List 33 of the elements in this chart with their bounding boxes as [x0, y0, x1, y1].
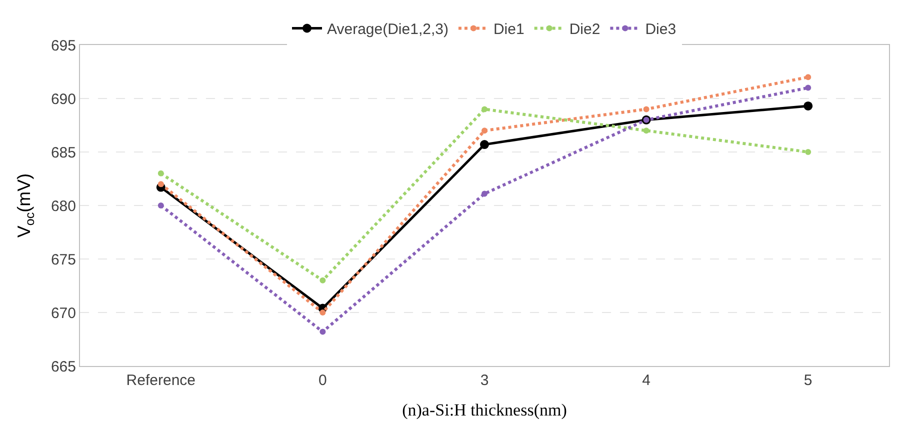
x-tick-label: 3: [480, 372, 489, 389]
point: [320, 328, 326, 335]
point: [480, 140, 489, 150]
point: [158, 181, 164, 188]
x-tick-label: 5: [804, 372, 812, 389]
y-tick-label: 690: [50, 90, 76, 108]
legend-label: Die3: [645, 21, 676, 38]
point: [158, 170, 164, 176]
point: [643, 106, 650, 112]
y-tick-label: 695: [50, 37, 76, 54]
point: [805, 74, 812, 80]
legend-label: Die2: [569, 21, 600, 38]
x-tick-label: 4: [642, 372, 650, 389]
y-tick-label: 670: [50, 304, 76, 322]
point: [320, 310, 326, 316]
point: [805, 149, 812, 155]
point: [482, 106, 488, 112]
point: [804, 101, 813, 110]
point: [158, 202, 164, 208]
y-tick-label: 675: [50, 251, 76, 268]
point: [805, 84, 812, 91]
x-axis-title: (n)a-Si:H thickness(nm): [402, 400, 567, 420]
x-tick-label: Reference: [126, 372, 196, 389]
y-tick-label: 685: [50, 144, 76, 162]
y-tick-label: 665: [50, 358, 76, 376]
legend-label: Die1: [493, 21, 524, 38]
point: [482, 128, 488, 134]
legend-label: Average(Die1,2,3): [327, 21, 448, 38]
x-tick-label: 0: [318, 372, 327, 389]
y-tick-label: 680: [50, 198, 76, 215]
point: [643, 128, 650, 134]
point: [320, 277, 326, 284]
point: [482, 190, 488, 197]
